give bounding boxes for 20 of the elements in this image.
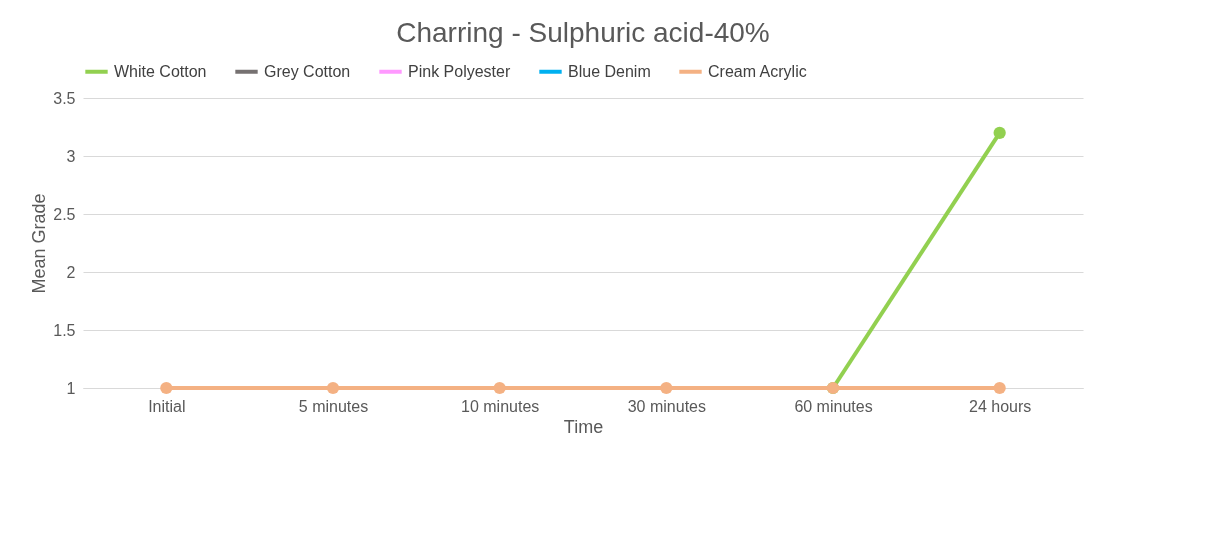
legend-label: Grey Cotton <box>264 62 351 80</box>
y-axis-title: Mean Grade <box>29 193 50 294</box>
y-tick-label: 2 <box>66 263 76 281</box>
y-tick-label: 1 <box>66 379 76 397</box>
chart-title: Charring - Sulphuric acid-40% <box>396 17 770 48</box>
x-tick-label: 24 hours <box>969 397 1032 415</box>
y-tick-label: 2.5 <box>53 205 76 223</box>
x-tick-label: 5 minutes <box>298 397 369 415</box>
legend-label: Cream Acrylic <box>708 62 807 80</box>
y-tick-label: 3 <box>66 147 76 165</box>
x-tick-label: Initial <box>148 397 186 415</box>
y-tick-label: 1.5 <box>53 321 76 339</box>
x-tick-label: 30 minutes <box>627 397 706 415</box>
legend-label: White Cotton <box>114 62 207 80</box>
legend-label: Blue Denim <box>568 62 651 80</box>
legend-label: Pink Polyester <box>408 62 511 80</box>
y-tick-label: 3.5 <box>53 89 76 107</box>
x-tick-label: 10 minutes <box>461 397 540 415</box>
x-tick-label: 60 minutes <box>794 397 873 415</box>
x-axis-title: Time <box>563 416 604 437</box>
